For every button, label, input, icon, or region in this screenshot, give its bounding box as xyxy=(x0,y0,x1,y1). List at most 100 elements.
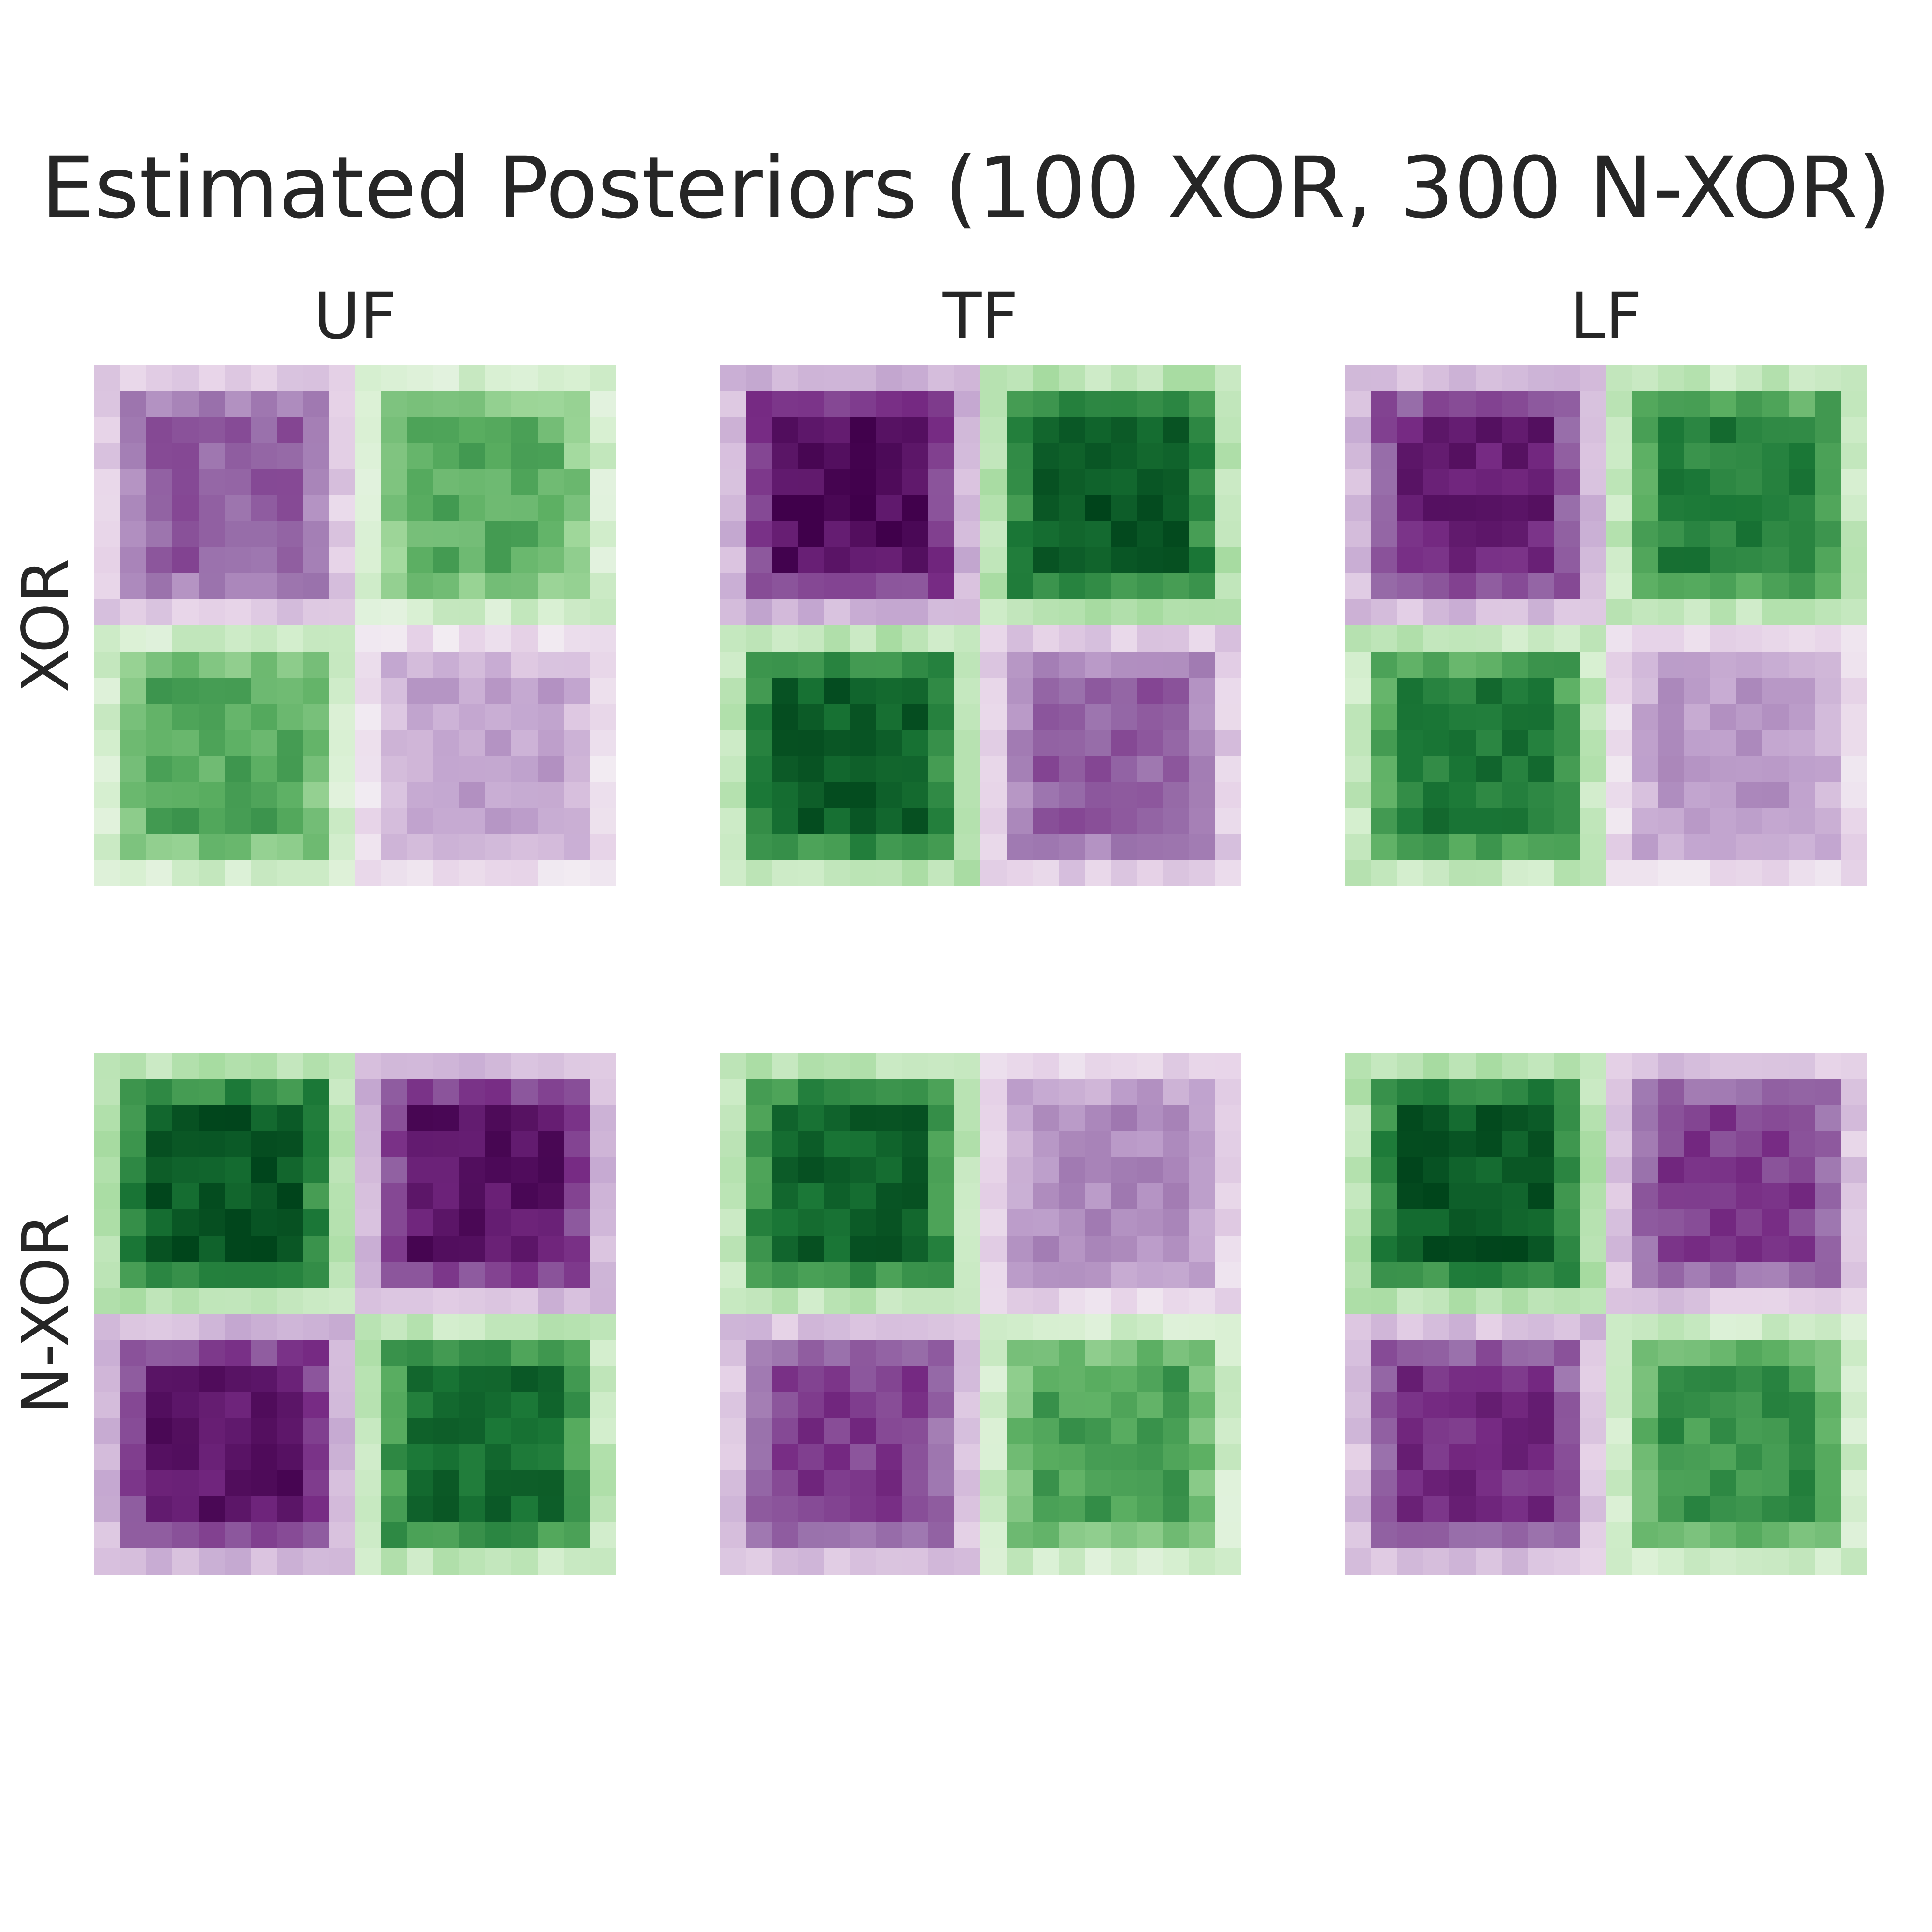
heatmap-cell xyxy=(1762,1157,1789,1184)
heatmap-cell xyxy=(1423,573,1450,600)
heatmap-cell xyxy=(590,1236,616,1262)
heatmap-cell xyxy=(1554,365,1580,391)
heatmap-cell xyxy=(1580,678,1606,704)
heatmap-cell xyxy=(980,1340,1007,1366)
heatmap-cell xyxy=(1554,599,1580,626)
heatmap-cell xyxy=(1137,860,1164,886)
heatmap-cell xyxy=(1033,599,1059,626)
heatmap-cell xyxy=(1606,1444,1633,1471)
heatmap-cell xyxy=(1007,469,1033,496)
heatmap-cell xyxy=(1007,1053,1033,1080)
heatmap-cell xyxy=(485,1418,512,1445)
heatmap-cell xyxy=(1476,1314,1502,1340)
heatmap-cell xyxy=(1033,1314,1059,1340)
heatmap-cell xyxy=(1449,625,1476,652)
heatmap-cell xyxy=(1163,730,1190,756)
heatmap-cell xyxy=(1736,1340,1763,1366)
heatmap-cell xyxy=(798,808,824,835)
heatmap-cell xyxy=(876,1183,903,1210)
heatmap-cell xyxy=(1137,1236,1164,1262)
heatmap-cell xyxy=(824,860,851,886)
heatmap-cell xyxy=(1684,1548,1711,1575)
heatmap-cell xyxy=(1736,469,1763,496)
heatmap-cell xyxy=(1580,365,1606,391)
heatmap-cell xyxy=(1632,1131,1659,1158)
heatmap-cell xyxy=(1502,834,1528,861)
heatmap-cell xyxy=(407,469,434,496)
heatmap-cell xyxy=(1033,834,1059,861)
heatmap-cell xyxy=(1163,573,1190,600)
heatmap-cell xyxy=(1111,1496,1137,1523)
heatmap-cell xyxy=(277,834,303,861)
heatmap-cell xyxy=(251,1288,277,1314)
heatmap-cell xyxy=(355,1470,382,1497)
heatmap-cell xyxy=(720,730,746,756)
heatmap-cell xyxy=(824,1366,851,1392)
heatmap-cell xyxy=(1137,1053,1164,1080)
heatmap-cell xyxy=(225,573,251,600)
heatmap-cell xyxy=(980,1548,1007,1575)
heatmap-cell xyxy=(511,1183,538,1210)
heatmap-cell xyxy=(1371,417,1398,443)
heatmap-cell xyxy=(954,1236,981,1262)
heatmap-cell xyxy=(980,652,1007,678)
heatmap-cell xyxy=(225,547,251,574)
heatmap-cell xyxy=(1476,1079,1502,1106)
heatmap-cell xyxy=(902,1444,929,1471)
heatmap-cell xyxy=(1762,573,1789,600)
heatmap-cell xyxy=(1423,704,1450,730)
heatmap-cell xyxy=(277,1079,303,1106)
heatmap-cell xyxy=(1606,704,1633,730)
heatmap-cell xyxy=(1762,443,1789,469)
heatmap-cell xyxy=(980,1209,1007,1236)
heatmap-cell xyxy=(850,417,877,443)
heatmap-cell xyxy=(120,521,147,548)
heatmap-cell xyxy=(954,1496,981,1523)
heatmap-cell xyxy=(303,391,329,417)
heatmap-cell xyxy=(980,1183,1007,1210)
heatmap-cell xyxy=(1007,652,1033,678)
heatmap-cell xyxy=(1371,599,1398,626)
heatmap-cell xyxy=(172,652,199,678)
heatmap-cell xyxy=(172,391,199,417)
heatmap-cell xyxy=(120,547,147,574)
heatmap-cell xyxy=(1736,365,1763,391)
heatmap-cell xyxy=(1423,1418,1450,1445)
heatmap-cell xyxy=(1684,1366,1711,1392)
heatmap-cell xyxy=(1606,1392,1633,1419)
heatmap-cell xyxy=(1215,1470,1241,1497)
heatmap-cell xyxy=(1033,730,1059,756)
heatmap-cell xyxy=(251,625,277,652)
heatmap-cell xyxy=(277,1105,303,1132)
heatmap-cell xyxy=(902,417,929,443)
heatmap-cell xyxy=(146,1444,173,1471)
heatmap-cell xyxy=(225,443,251,469)
heatmap-cell xyxy=(120,730,147,756)
heatmap-cell xyxy=(564,1314,590,1340)
heatmap-cell xyxy=(407,1262,434,1288)
heatmap-cell xyxy=(538,782,564,809)
heatmap-cell xyxy=(1137,1314,1164,1340)
heatmap-cell xyxy=(120,391,147,417)
heatmap-cell xyxy=(850,1314,877,1340)
heatmap-cell xyxy=(746,1079,772,1106)
heatmap-cell xyxy=(538,1496,564,1523)
heatmap-cell xyxy=(1632,417,1659,443)
heatmap-cell xyxy=(459,1366,486,1392)
heatmap-cell xyxy=(824,443,851,469)
heatmap-cell xyxy=(538,652,564,678)
heatmap-cell xyxy=(94,1105,121,1132)
heatmap-cell xyxy=(1554,678,1580,704)
heatmap-cell xyxy=(1449,1105,1476,1132)
heatmap-cell xyxy=(485,1053,512,1080)
heatmap-cell xyxy=(1606,417,1633,443)
heatmap-cell xyxy=(1789,1131,1815,1158)
heatmap-cell xyxy=(1606,1288,1633,1314)
heatmap-cell xyxy=(251,1209,277,1236)
heatmap-cell xyxy=(1528,860,1554,886)
heatmap-cell xyxy=(1710,678,1737,704)
heatmap-cell xyxy=(824,391,851,417)
heatmap-cell xyxy=(1528,1288,1554,1314)
heatmap-cell xyxy=(798,1288,824,1314)
heatmap-cell xyxy=(1059,1366,1085,1392)
